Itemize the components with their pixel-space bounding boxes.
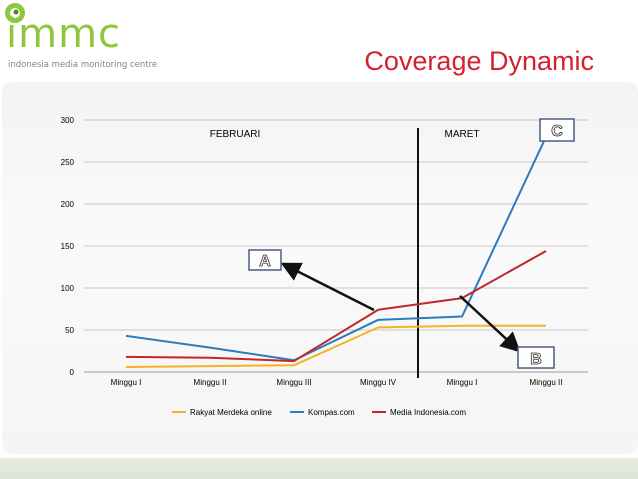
y-tick-label: 250 — [61, 158, 75, 167]
page-title: Coverage Dynamic — [364, 46, 594, 76]
legend-label: Rakyat Merdeka online — [190, 408, 272, 417]
callout-label-c: C — [551, 123, 563, 140]
x-tick-label: Minggu II — [530, 378, 563, 387]
legend-label: Kompas.com — [308, 408, 355, 417]
series-line — [125, 324, 546, 368]
logo-eye-icon — [5, 3, 25, 23]
callout-label-b: B — [530, 351, 542, 368]
y-tick-label: 50 — [65, 326, 74, 335]
logo-wordmark: immc — [6, 11, 122, 57]
x-tick-label: Minggu I — [111, 378, 142, 387]
content-panel — [2, 82, 638, 454]
series-lines — [125, 136, 547, 368]
arrow-to-a — [280, 262, 375, 312]
series-line — [125, 136, 547, 362]
y-tick-label: 200 — [61, 200, 75, 209]
chart-legend: Rakyat Merdeka online Kompas.com Media Ind… — [172, 408, 466, 417]
arrow-to-b — [459, 295, 521, 353]
x-axis-ticks: Minggu I Minggu II Minggu III Minggu IV Ming… — [111, 378, 563, 387]
callout-label-a: A — [259, 253, 271, 270]
period-label-maret: MARET — [445, 129, 480, 140]
y-tick-label: 150 — [61, 242, 75, 251]
x-tick-label: Minggu I — [447, 378, 478, 387]
callout-box-c: C — [539, 118, 575, 142]
callout-box-a: A — [248, 249, 282, 271]
y-axis-ticks: 0 50 100 150 200 250 300 — [61, 116, 75, 377]
callout-box-b: B — [517, 346, 555, 369]
logo-tagline: indonesia media monitoring centre — [8, 60, 158, 70]
x-tick-label: Minggu III — [276, 378, 311, 387]
y-tick-label: 300 — [61, 116, 75, 125]
period-label-februari: FEBRUARI — [210, 129, 261, 140]
series-line — [125, 250, 547, 363]
y-tick-label: 100 — [61, 284, 75, 293]
footer-band — [0, 458, 638, 479]
x-tick-label: Minggu II — [194, 378, 227, 387]
legend-label: Media Indonesia.com — [390, 408, 466, 417]
grid-lines — [84, 119, 588, 373]
x-tick-label: Minggu IV — [360, 378, 397, 387]
y-tick-label: 0 — [70, 368, 75, 377]
